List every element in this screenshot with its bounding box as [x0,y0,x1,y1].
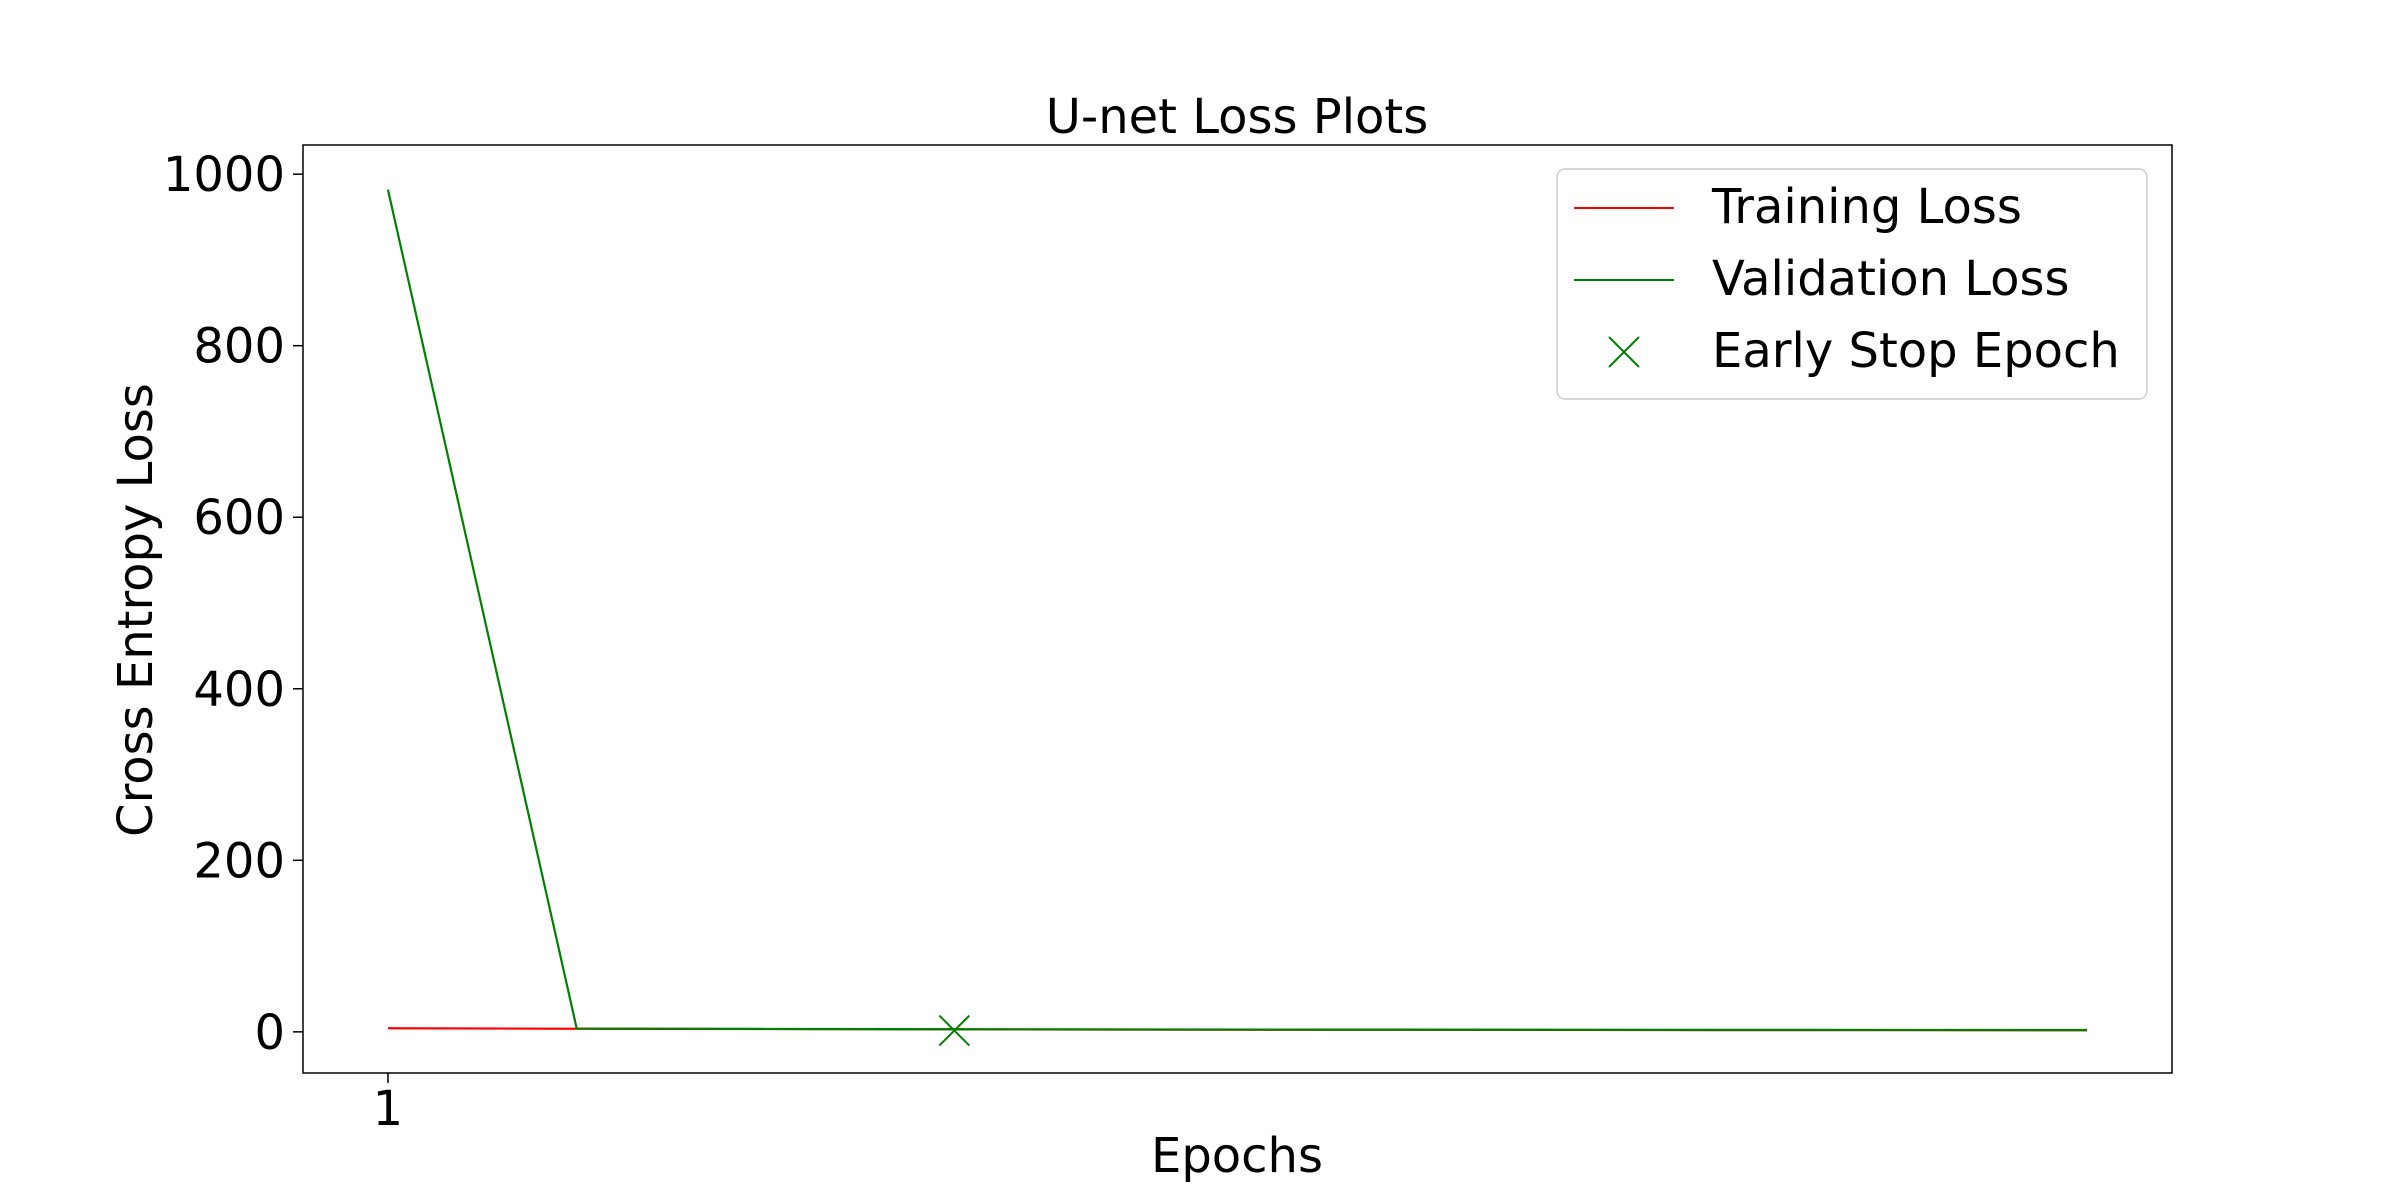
chart-title: U-net Loss Plots [1046,89,1429,145]
y-axis-ticks: 0 200 400 600 800 1000 [163,147,303,1061]
legend-label-validation-loss: Validation Loss [1712,251,2070,307]
legend-frame [1556,168,2148,400]
y-tick-label: 200 [193,833,285,889]
marker-layer [938,1014,971,1047]
legend-marker-early-stop [1608,336,1640,368]
plot-area-frame [302,144,2173,1074]
legend-label-early-stop: Early Stop Epoch [1712,323,2120,379]
legend-marker-x [1608,336,1640,368]
x-axis-ticks: 1 [373,1073,404,1137]
x-tick-label: 1 [373,1081,404,1137]
legend-label-training-loss: Training Loss [1711,179,2022,235]
y-tick-label: 1000 [163,147,285,203]
y-tick-label: 800 [193,319,285,375]
series-layer [386,189,2088,1032]
legend: Training Loss Validation Loss Early Stop… [1556,168,2148,400]
y-tick-label: 600 [193,490,285,546]
series-line-validation-loss [386,189,2088,1032]
y-tick-label: 0 [254,1005,285,1061]
y-tick-label: 400 [193,662,285,718]
y-axis-label: Cross Entropy Loss [108,383,164,837]
marker-early-stop-epoch [938,1014,971,1047]
x-axis-label: Epochs [1151,1128,1323,1184]
